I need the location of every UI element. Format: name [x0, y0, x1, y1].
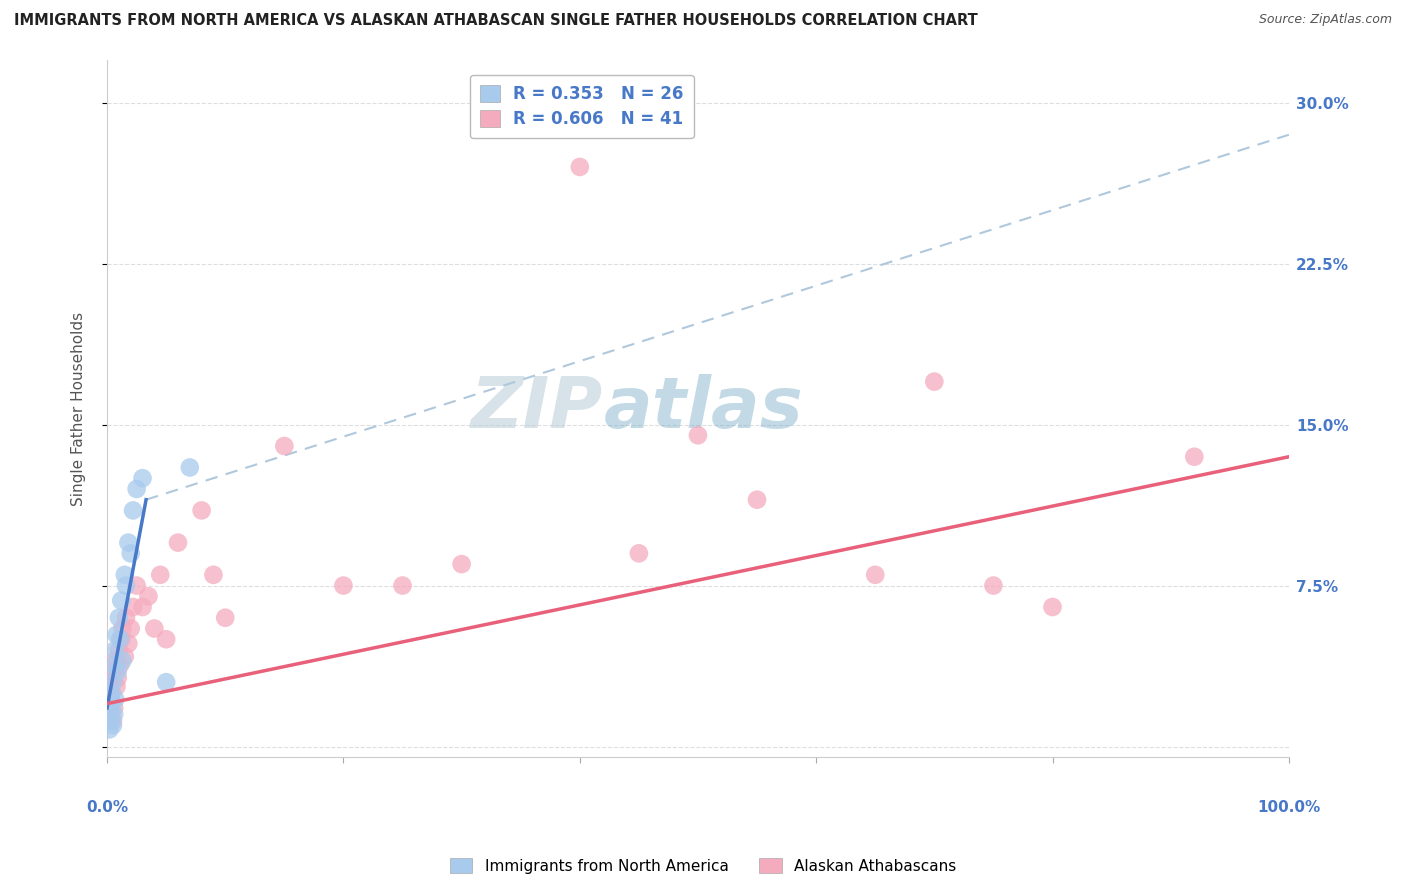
Point: [98, 723, 121, 737]
Text: 100.0%: 100.0%: [1257, 800, 1320, 815]
Point: [568, 160, 591, 174]
Point: [111, 622, 134, 636]
Point: [98, 675, 121, 690]
Point: [125, 482, 148, 496]
Point: [101, 675, 124, 690]
Point: [745, 492, 768, 507]
Point: [117, 636, 139, 650]
Point: [924, 375, 946, 389]
Point: [190, 503, 212, 517]
Text: ZIP: ZIP: [471, 374, 603, 443]
Point: [108, 657, 131, 672]
Point: [143, 622, 166, 636]
Point: [120, 546, 142, 560]
Point: [686, 428, 709, 442]
Point: [101, 686, 124, 700]
Point: [131, 471, 153, 485]
Point: [138, 589, 160, 603]
Point: [983, 578, 1005, 592]
Point: [122, 503, 145, 517]
Point: [117, 535, 139, 549]
Text: atlas: atlas: [603, 374, 803, 443]
Point: [120, 622, 142, 636]
Point: [101, 718, 124, 732]
Point: [202, 567, 225, 582]
Point: [101, 697, 124, 711]
Point: [122, 600, 145, 615]
Point: [107, 665, 129, 679]
Point: [105, 628, 128, 642]
Point: [100, 705, 122, 719]
Point: [114, 567, 136, 582]
Text: Source: ZipAtlas.com: Source: ZipAtlas.com: [1258, 13, 1392, 27]
Point: [101, 686, 124, 700]
Text: IMMIGRANTS FROM NORTH AMERICA VS ALASKAN ATHABASCAN SINGLE FATHER HOUSEHOLDS COR: IMMIGRANTS FROM NORTH AMERICA VS ALASKAN…: [14, 13, 977, 29]
Point: [108, 611, 131, 625]
Point: [101, 665, 124, 679]
Point: [155, 675, 177, 690]
Point: [101, 714, 124, 728]
Point: [332, 578, 354, 592]
Point: [103, 701, 125, 715]
Point: [115, 611, 138, 625]
Point: [167, 535, 190, 549]
Point: [114, 649, 136, 664]
Point: [627, 546, 650, 560]
Point: [865, 567, 887, 582]
Point: [450, 557, 472, 571]
Point: [131, 600, 153, 615]
Point: [273, 439, 295, 453]
Y-axis label: Single Father Households: Single Father Households: [72, 311, 86, 506]
Point: [110, 593, 132, 607]
Point: [103, 657, 125, 672]
Point: [103, 707, 125, 722]
Point: [391, 578, 413, 592]
Point: [100, 714, 122, 728]
Point: [110, 632, 132, 647]
Point: [179, 460, 201, 475]
Point: [104, 654, 127, 668]
Legend: Immigrants from North America, Alaskan Athabascans: Immigrants from North America, Alaskan A…: [443, 852, 963, 880]
Point: [107, 671, 129, 685]
Point: [104, 692, 127, 706]
Point: [111, 654, 134, 668]
Point: [149, 567, 172, 582]
Point: [155, 632, 177, 647]
Point: [104, 643, 127, 657]
Point: [125, 578, 148, 592]
Point: [1182, 450, 1205, 464]
Legend: R = 0.353   N = 26, R = 0.606   N = 41: R = 0.353 N = 26, R = 0.606 N = 41: [470, 75, 693, 138]
Point: [115, 578, 138, 592]
Text: 0.0%: 0.0%: [86, 800, 128, 815]
Point: [214, 611, 236, 625]
Point: [105, 680, 128, 694]
Point: [1042, 600, 1064, 615]
Point: [100, 692, 122, 706]
Point: [108, 643, 131, 657]
Point: [108, 632, 131, 647]
